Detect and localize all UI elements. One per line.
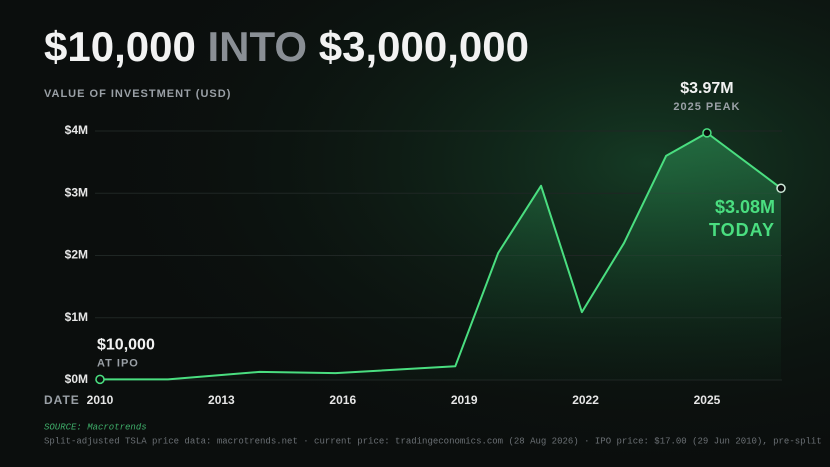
footnote: Split-adjusted TSLA price data: macrotre… — [44, 436, 822, 446]
x-tick-label: 2016 — [329, 393, 356, 407]
point-marker — [702, 128, 712, 138]
x-axis-label: DATE — [44, 393, 80, 407]
annotation-label: $3.08M — [715, 197, 775, 217]
y-tick-label: $2M — [65, 248, 88, 262]
chart-title: $10,000 INTO $3,000,000 — [44, 23, 529, 70]
y-tick-label: $3M — [65, 185, 88, 199]
x-tick-label: 2010 — [87, 393, 114, 407]
x-tick-label: 2022 — [572, 393, 599, 407]
y-tick-label: $4M — [65, 123, 88, 137]
y-tick-label: $1M — [65, 310, 88, 324]
annotation-sublabel: 2025 PEAK — [673, 101, 740, 113]
y-axis-label: VALUE OF INVESTMENT (USD) — [44, 88, 231, 100]
x-tick-label: 2019 — [451, 393, 478, 407]
annotation-label: $10,000 — [97, 337, 155, 354]
title-part: INTO — [208, 23, 308, 70]
x-tick-label: 2013 — [208, 393, 235, 407]
annotation-sublabel: AT IPO — [97, 357, 139, 369]
source: SOURCE: Macrotrends — [44, 422, 147, 432]
annotation-sublabel: TODAY — [709, 220, 775, 240]
annotation-label: $3.97M — [680, 80, 733, 97]
point-marker — [95, 374, 105, 385]
x-tick-label: 2025 — [694, 393, 721, 407]
title-part: $3,000,000 — [319, 23, 529, 70]
area — [100, 132, 781, 380]
y-tick-label: $0M — [65, 372, 88, 386]
title-part: $10,000 — [44, 23, 196, 70]
point-marker — [776, 183, 786, 194]
line — [100, 131, 782, 381]
